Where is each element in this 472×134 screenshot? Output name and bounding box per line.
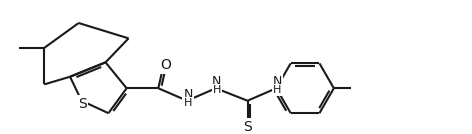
Text: N: N xyxy=(183,88,193,100)
Text: S: S xyxy=(78,97,87,111)
Text: N: N xyxy=(272,75,282,88)
Text: H: H xyxy=(212,85,221,95)
Text: O: O xyxy=(160,58,171,72)
Text: N: N xyxy=(212,75,221,88)
Text: S: S xyxy=(243,120,252,134)
Text: H: H xyxy=(273,85,281,95)
Text: H: H xyxy=(184,98,192,108)
